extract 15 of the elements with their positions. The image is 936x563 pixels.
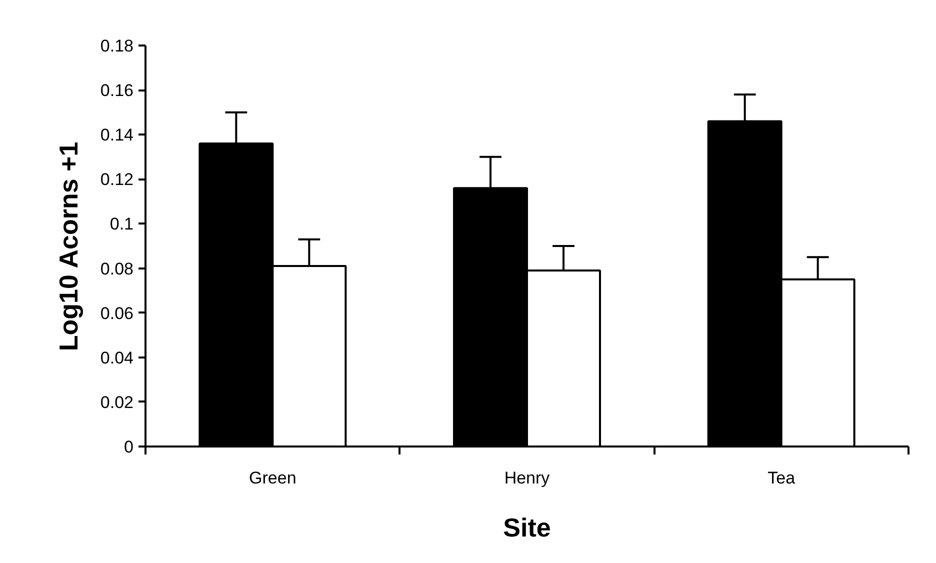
y-tick-label: 0.04 bbox=[100, 348, 134, 368]
y-tick-label: 0.18 bbox=[100, 36, 134, 56]
y-axis-title: Log10 Acorns +1 bbox=[53, 142, 84, 352]
x-axis-title: Site bbox=[503, 512, 551, 542]
y-tick-label: 0.06 bbox=[100, 304, 134, 323]
y-tick-label: 0.1 bbox=[110, 214, 134, 234]
x-tick-label: Green bbox=[249, 468, 296, 488]
y-tick-label: 0.16 bbox=[100, 81, 134, 100]
y-tick-label: 0.02 bbox=[100, 392, 134, 412]
x-tick-label: Tea bbox=[768, 468, 796, 488]
y-tick-label: 0 bbox=[124, 438, 134, 456]
y-tick-label: 0.08 bbox=[100, 259, 134, 278]
x-tick-label: Henry bbox=[504, 468, 550, 488]
y-tick-label: 0.12 bbox=[100, 170, 134, 190]
y-tick-label: 0.14 bbox=[100, 126, 134, 145]
